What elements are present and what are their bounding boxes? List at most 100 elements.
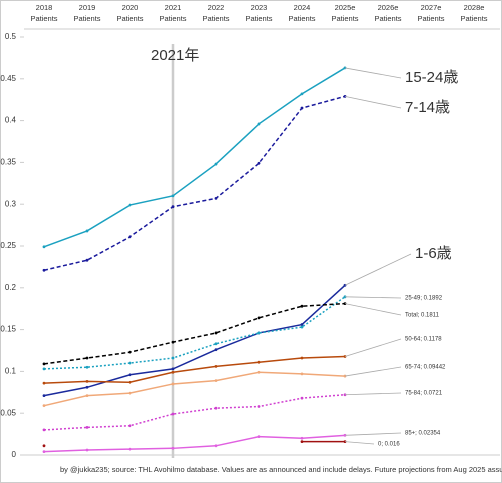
x-tick-label: 2022 [208, 3, 225, 12]
y-tick-label: 0.35 [0, 158, 16, 167]
point [85, 380, 89, 383]
point [171, 382, 175, 386]
point [300, 436, 304, 440]
series-label: 0; 0.016 [378, 442, 400, 448]
point [257, 360, 261, 364]
point [128, 391, 132, 395]
point [214, 379, 218, 382]
point [300, 372, 304, 376]
leader-line [344, 303, 402, 316]
point [42, 381, 46, 385]
series-label: 7-14歳 [405, 99, 450, 116]
x-tick-unit: Patients [460, 14, 487, 23]
point [128, 424, 132, 428]
point [85, 394, 89, 398]
leader-line [344, 432, 402, 436]
x-tick-unit: Patients [116, 14, 143, 23]
series-label: 15-24歳 [405, 69, 458, 86]
point [85, 356, 89, 360]
series-line [43, 302, 346, 365]
series-line [43, 67, 346, 248]
y-tick-label: 0.4 [5, 116, 17, 125]
point [85, 448, 89, 452]
point [257, 316, 261, 320]
leader-line [344, 253, 412, 286]
point [128, 447, 132, 451]
point [214, 331, 218, 335]
series-label: 50-64; 0.1178 [405, 337, 442, 343]
x-tick-label: 2019 [79, 3, 96, 12]
leader-line [344, 392, 402, 396]
y-tick-label: 0.3 [5, 199, 17, 208]
point [171, 446, 175, 450]
series-label: 1-6歳 [415, 245, 452, 262]
x-tick-label: 2023 [251, 3, 268, 12]
y-tick-label: 0 [12, 450, 17, 459]
point [171, 370, 175, 374]
series-line [43, 284, 346, 397]
point [42, 394, 46, 398]
point [128, 203, 132, 207]
point [300, 440, 304, 444]
x-tick-label: 2027e [421, 3, 442, 12]
point [128, 380, 132, 384]
x-tick-unit: Patients [374, 14, 401, 23]
y-tick-label: 0.1 [5, 367, 17, 376]
series-line [43, 371, 346, 407]
leader-line [344, 366, 402, 377]
point [257, 122, 261, 126]
point [171, 412, 175, 416]
x-tick-unit: Patients [245, 14, 272, 23]
x-tick-label: 2021 [165, 3, 182, 12]
point [257, 370, 261, 374]
point [300, 396, 304, 400]
x-tick-label: 2024 [294, 3, 311, 12]
x-tick-label: 2020 [122, 3, 139, 12]
x-tick-unit: Patients [202, 14, 229, 23]
point [214, 444, 218, 448]
series-line [43, 95, 346, 271]
point [257, 435, 261, 439]
y-tick-label: 0.2 [5, 283, 17, 292]
point [257, 405, 261, 408]
point [42, 450, 46, 454]
point [300, 323, 304, 326]
x-tick-unit: Patients [159, 14, 186, 23]
point [85, 426, 89, 429]
x-tick-unit: Patients [288, 14, 315, 23]
point [300, 106, 304, 110]
annotation: 2021年 [151, 47, 199, 64]
point [214, 342, 218, 346]
leader-line [344, 338, 402, 357]
leader-line [344, 95, 402, 109]
leader-line [344, 441, 375, 445]
point [85, 258, 89, 262]
series-label: Total; 0.1811 [405, 313, 440, 319]
x-tick-label: 2018 [36, 3, 53, 12]
point [214, 364, 218, 368]
series-line [43, 434, 346, 453]
x-tick-unit: Patients [73, 14, 100, 23]
point [300, 356, 304, 360]
y-tick-label: 0.45 [0, 74, 16, 83]
point [42, 362, 46, 366]
series-label: 75-84; 0.0721 [405, 391, 443, 397]
point [214, 196, 218, 200]
point [214, 348, 218, 352]
x-tick-label: 2026e [378, 3, 399, 12]
x-tick-unit: Patients [331, 14, 358, 23]
series-line [43, 355, 346, 384]
point [42, 268, 46, 272]
point [214, 406, 218, 410]
x-tick-unit: Patients [417, 14, 444, 23]
footnote: by @jukka235; source: THL Avohilmo datab… [60, 465, 502, 474]
point [42, 245, 46, 249]
x-tick-label: 2028e [464, 3, 485, 12]
point [257, 161, 261, 165]
point [85, 365, 89, 369]
x-tick-unit: Patients [30, 14, 57, 23]
point [300, 304, 304, 308]
y-tick-label: 0.5 [5, 32, 17, 41]
